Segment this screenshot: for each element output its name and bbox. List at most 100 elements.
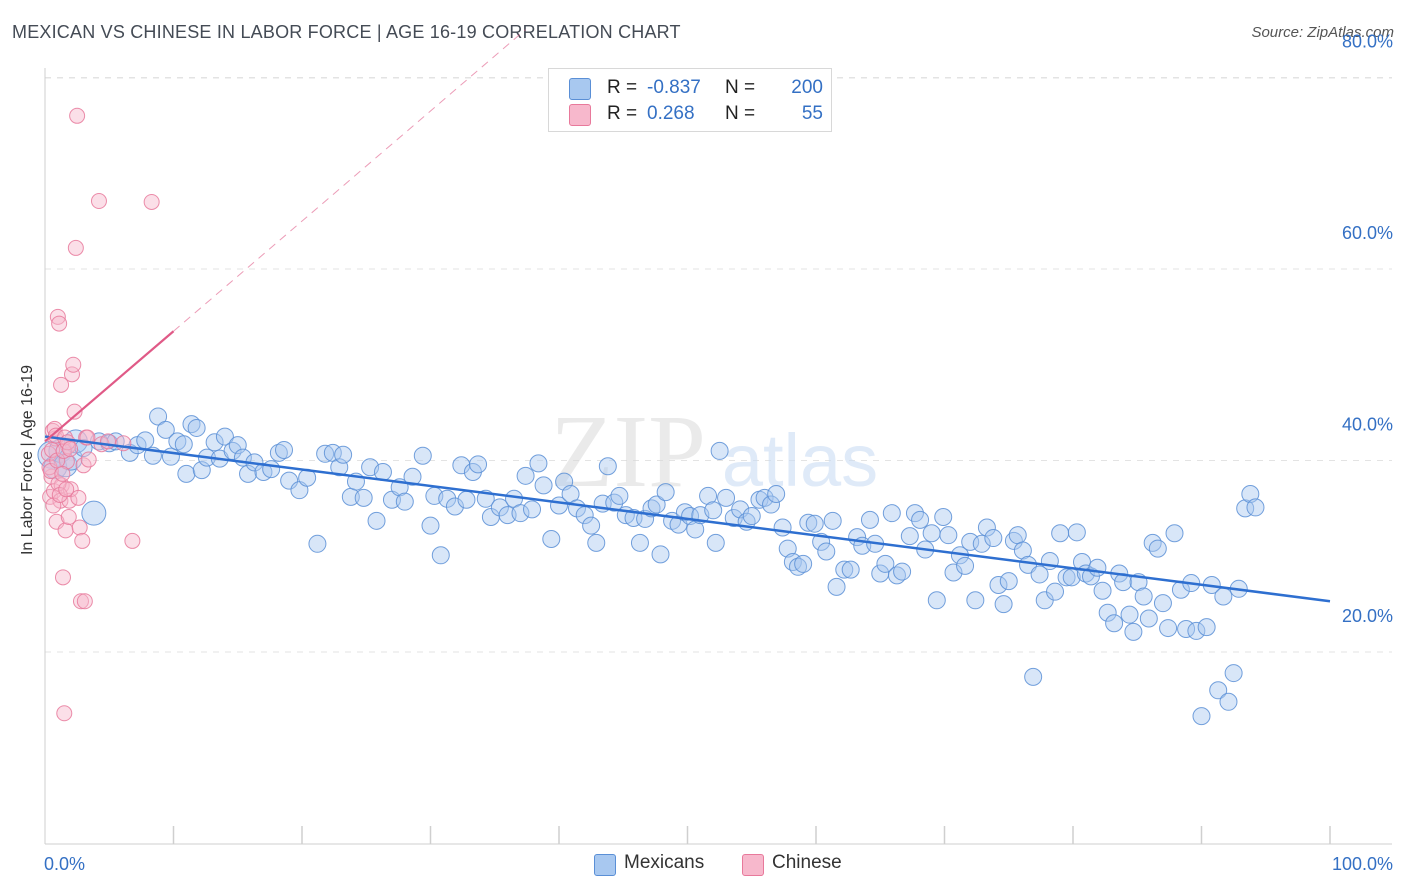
mexicans-point [469, 455, 488, 474]
mexicans-point [817, 542, 836, 561]
stats-legend: R = -0.837 N = 200 R = 0.268 N = 55 [548, 68, 832, 132]
mexicans-point [1214, 587, 1233, 606]
mexicans-point [1192, 707, 1211, 726]
grid-lines [45, 77, 1392, 653]
r-value: 0.268 [647, 103, 695, 124]
mexicans-point [262, 460, 281, 479]
chinese-point [76, 593, 93, 610]
chinese-point [80, 451, 97, 468]
mexicans-point [1124, 622, 1143, 641]
mexicans-swatch [569, 78, 591, 100]
mexicans-point [1236, 499, 1255, 518]
mexicans-point [966, 591, 985, 610]
mexicans-point [1098, 603, 1117, 622]
mexicans-point [316, 444, 335, 463]
mexicans-point [1051, 524, 1070, 543]
mexicans-point [205, 433, 224, 452]
mexicans-point [934, 507, 953, 526]
y-tick-label: 40.0% [1342, 415, 1393, 435]
chinese-point [46, 420, 63, 437]
mexicans-point [989, 575, 1008, 594]
mexicans-point [823, 511, 842, 530]
mexicans-point [174, 435, 193, 454]
series-legend: Mexicans Chinese [0, 852, 1406, 878]
chinese-point [65, 356, 82, 373]
mexicans-point [413, 446, 432, 465]
mexicans-point [742, 507, 761, 526]
mexicans-point [755, 488, 774, 507]
x-tick-label-min: 0.0% [44, 854, 85, 874]
mexicans-point [984, 529, 1003, 548]
mexicans-point [1143, 533, 1162, 552]
chinese-point [90, 193, 107, 210]
mexicans-point [1105, 614, 1124, 633]
mexicans-point [542, 530, 561, 549]
mexicans-point [177, 464, 196, 483]
mexicans-point [1013, 541, 1032, 560]
mexicans-point [239, 464, 258, 483]
mexicans-point [529, 454, 548, 473]
chinese-point [57, 522, 74, 539]
chinese-point [71, 519, 88, 536]
mexicans-point [610, 486, 629, 505]
mexicans-point [706, 533, 725, 552]
chinese-point [62, 441, 79, 458]
mexicans-point [421, 516, 440, 535]
mexicans-point [717, 488, 736, 507]
mexicans-point [354, 488, 373, 507]
mexicans-point [1224, 664, 1243, 683]
mexicans-point [516, 466, 535, 485]
mexicans-point [1197, 618, 1216, 637]
mexicans-point [767, 485, 786, 504]
r-value: -0.837 [647, 77, 701, 98]
mexicans-point [1153, 594, 1172, 613]
mexicans-point [445, 497, 464, 516]
chinese-point [143, 193, 160, 210]
mexicans-point [704, 501, 723, 520]
r-label: R = [607, 103, 638, 124]
mexicans-point [835, 560, 854, 579]
mexicans-point [656, 483, 675, 502]
chinese-point [49, 308, 66, 325]
mexicans-legend-label: Mexicans [624, 852, 705, 873]
chinese-trend-extension [173, 29, 526, 332]
mexicans-point [156, 420, 175, 439]
mexicans-point [598, 457, 617, 476]
mexicans-point [1030, 565, 1049, 584]
mexicans-point [511, 504, 530, 523]
source-credit: Source: ZipAtlas.com [1251, 24, 1394, 41]
y-tick-label: 80.0% [1342, 32, 1393, 52]
mexicans-point [710, 441, 729, 460]
chinese-point [56, 705, 73, 722]
mexicans-point [794, 554, 813, 573]
mexicans-point [939, 526, 958, 545]
mexicans-point [778, 539, 797, 558]
mexicans-point [860, 510, 879, 529]
mexicans-point [1120, 605, 1139, 624]
chinese-point [53, 376, 70, 393]
trend-lines [44, 29, 1331, 603]
chinese-point [55, 442, 72, 459]
mexicans-point [81, 500, 107, 526]
mexicans-point [403, 467, 422, 486]
mexicans-point [882, 504, 901, 523]
mexicans-point [523, 500, 542, 519]
y-axis-title: In Labor Force | Age 16-19 [19, 364, 36, 556]
chinese-point [51, 486, 68, 503]
mexicans-point [367, 511, 386, 530]
chinese-point [51, 315, 68, 332]
x-tick-label-max: 100.0% [1332, 854, 1393, 874]
chinese-point [54, 569, 71, 586]
mexicans-point [534, 476, 553, 495]
mexicans-point [1046, 582, 1065, 601]
y-tick-label: 20.0% [1342, 606, 1393, 626]
mexicans-point [1241, 485, 1260, 504]
chinese-trend-line [44, 330, 175, 443]
mexicans-point [1008, 526, 1027, 545]
mexicans-point [334, 445, 353, 464]
mexicans-point [630, 533, 649, 552]
chinese-swatch [569, 104, 591, 126]
r-label: R = [607, 77, 638, 98]
mexicans-trend-line [44, 435, 1331, 603]
mexicans-point [1024, 667, 1043, 686]
